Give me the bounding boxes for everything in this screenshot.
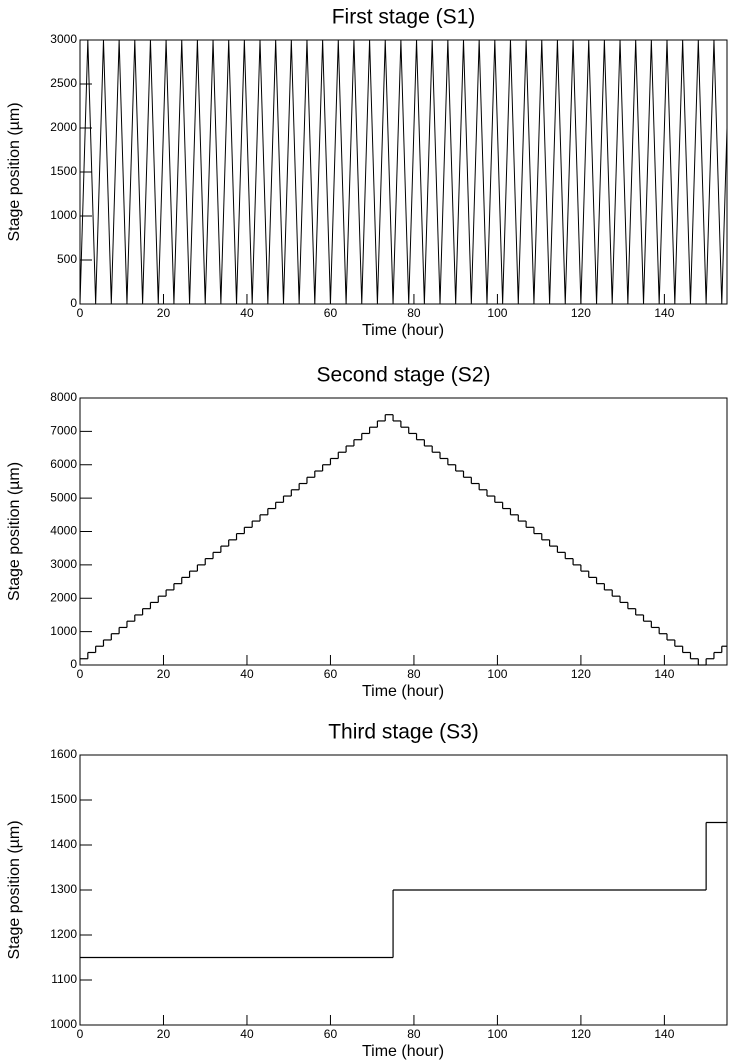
- x-tick-label: 140: [654, 667, 674, 681]
- x-axis-label: Time (hour): [362, 1043, 444, 1060]
- x-tick-label: 100: [487, 1027, 507, 1041]
- x-tick-label: 120: [571, 667, 591, 681]
- x-tick-label: 60: [324, 1027, 338, 1041]
- y-tick-label: 1300: [50, 882, 77, 896]
- x-tick-label: 80: [407, 667, 421, 681]
- chart-title: Second stage (S2): [317, 364, 491, 387]
- y-axis-label: Stage position (µm): [6, 462, 23, 601]
- chart-title: Third stage (S3): [328, 721, 479, 744]
- x-axis-label: Time (hour): [362, 683, 444, 700]
- y-tick-label: 500: [57, 252, 77, 266]
- x-tick-label: 40: [240, 1027, 254, 1041]
- x-tick-label: 120: [571, 1027, 591, 1041]
- y-tick-label: 6000: [50, 457, 77, 471]
- x-tick-label: 60: [324, 306, 338, 320]
- x-tick-label: 60: [324, 667, 338, 681]
- x-tick-label: 100: [487, 667, 507, 681]
- y-tick-label: 1500: [50, 164, 77, 178]
- x-tick-label: 120: [571, 306, 591, 320]
- plot-frame: [79, 39, 728, 305]
- x-tick-label: 20: [157, 667, 171, 681]
- y-tick-label: 4000: [50, 524, 77, 538]
- y-tick-label: 1100: [51, 972, 77, 986]
- x-tick-label: 100: [487, 306, 507, 320]
- y-tick-label: 0: [70, 296, 77, 310]
- x-tick-label: 20: [157, 1027, 171, 1041]
- y-tick-label: 1500: [50, 792, 77, 806]
- x-tick-label: 40: [240, 306, 254, 320]
- x-tick-label: 0: [77, 1027, 84, 1041]
- y-tick-label: 0: [70, 657, 77, 671]
- x-tick-label: 0: [77, 306, 84, 320]
- y-tick-label: 1400: [50, 837, 77, 851]
- y-tick-label: 5000: [50, 490, 77, 504]
- plot-frame: [79, 397, 728, 666]
- x-tick-label: 140: [654, 1027, 674, 1041]
- y-tick-label: 2000: [50, 590, 77, 604]
- y-tick-label: 8000: [50, 390, 77, 404]
- y-tick-label: 2500: [50, 76, 77, 90]
- y-axis-label: Stage position (µm): [6, 820, 23, 959]
- x-axis-label: Time (hour): [362, 322, 444, 339]
- y-tick-label: 1000: [50, 208, 77, 222]
- x-tick-label: 80: [407, 306, 421, 320]
- y-tick-label: 2000: [50, 120, 77, 134]
- x-tick-label: 40: [240, 667, 254, 681]
- y-tick-label: 3000: [50, 32, 77, 46]
- y-tick-label: 1600: [50, 747, 77, 761]
- y-tick-label: 1000: [50, 624, 77, 638]
- x-tick-label: 140: [654, 306, 674, 320]
- chart-title: First stage (S1): [332, 6, 476, 29]
- data-line: [79, 39, 728, 305]
- y-axis-label: Stage position (µm): [6, 102, 23, 241]
- y-tick-label: 1200: [50, 927, 77, 941]
- y-tick-label: 7000: [50, 424, 77, 438]
- y-tick-label: 1000: [50, 1017, 77, 1031]
- x-tick-label: 0: [77, 667, 84, 681]
- x-tick-label: 20: [157, 306, 171, 320]
- x-tick-label: 80: [407, 1027, 421, 1041]
- y-tick-label: 3000: [50, 557, 77, 571]
